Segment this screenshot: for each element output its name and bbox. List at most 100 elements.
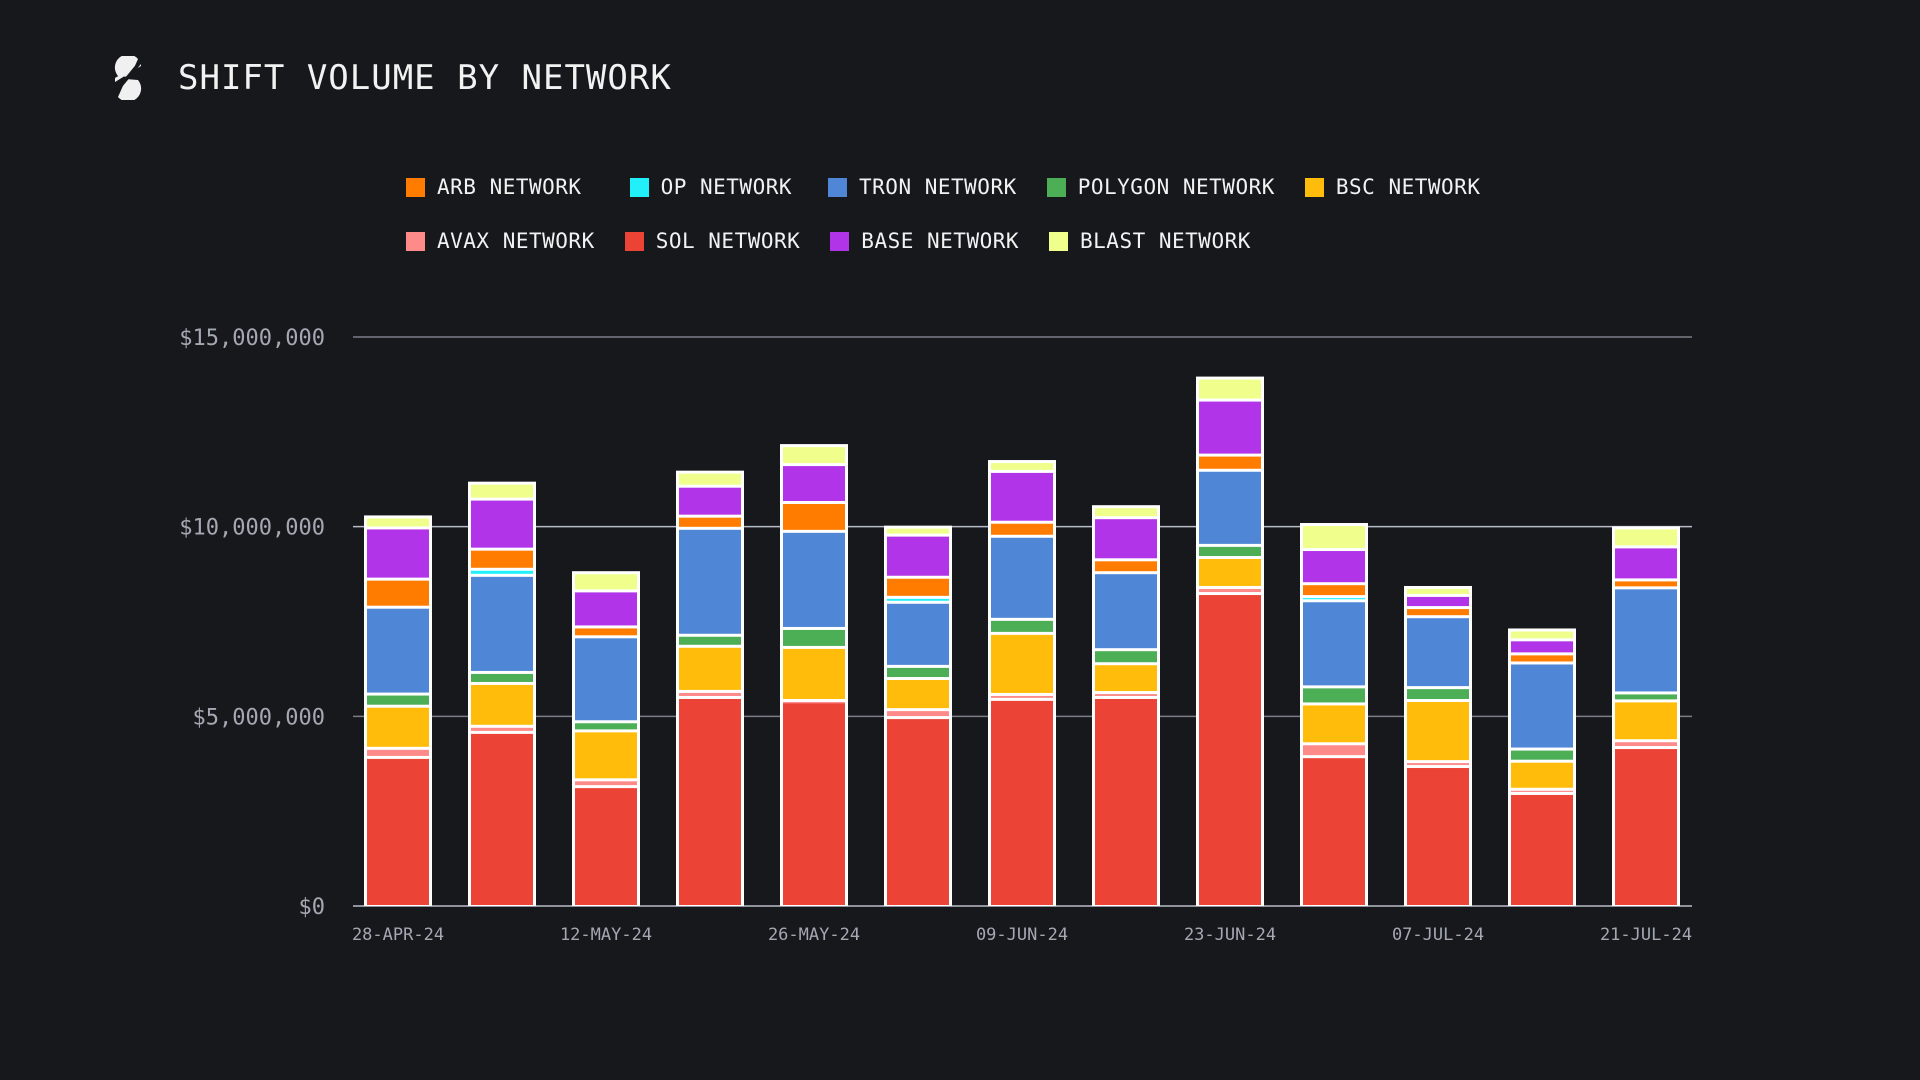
- bar-segment-base[interactable]: [471, 500, 533, 548]
- bar-segment-base[interactable]: [887, 536, 949, 576]
- bar-segment-blast[interactable]: [1303, 526, 1365, 549]
- bar-segment-polygon[interactable]: [1407, 689, 1469, 700]
- bar-segment-bsc[interactable]: [1199, 559, 1261, 586]
- bar-segment-polygon[interactable]: [783, 629, 845, 646]
- bar-segment-polygon[interactable]: [1095, 651, 1157, 663]
- bar-segment-tron[interactable]: [1199, 471, 1261, 544]
- bar-segment-blast[interactable]: [1615, 529, 1677, 546]
- bar-segment-sol[interactable]: [1407, 768, 1469, 905]
- legend-item-tron[interactable]: TRON NETWORK: [828, 175, 1017, 199]
- bar-segment-blast[interactable]: [1199, 379, 1261, 399]
- bar-segment-arb[interactable]: [1407, 609, 1469, 616]
- bar-segment-avax[interactable]: [887, 711, 949, 717]
- bar-segment-sol[interactable]: [1095, 698, 1157, 905]
- bar-segment-tron[interactable]: [367, 608, 429, 693]
- bar-segment-bsc[interactable]: [991, 634, 1053, 693]
- bar-segment-base[interactable]: [367, 529, 429, 578]
- bar-segment-avax[interactable]: [1615, 742, 1677, 747]
- bar-segment-sol[interactable]: [679, 698, 741, 905]
- bar-segment-arb[interactable]: [1095, 561, 1157, 572]
- bar-segment-polygon[interactable]: [575, 723, 637, 730]
- bar-segment-sol[interactable]: [991, 700, 1053, 905]
- bar-segment-base[interactable]: [1095, 519, 1157, 559]
- bar-segment-base[interactable]: [1199, 401, 1261, 454]
- bar-segment-arb[interactable]: [1511, 655, 1573, 662]
- bar-segment-avax[interactable]: [1199, 588, 1261, 593]
- legend-item-blast[interactable]: BLAST NETWORK: [1049, 229, 1251, 253]
- bar-segment-blast[interactable]: [471, 484, 533, 498]
- bar-segment-op[interactable]: [471, 570, 533, 574]
- bar-segment-sol[interactable]: [471, 733, 533, 905]
- bar-segment-arb[interactable]: [575, 628, 637, 636]
- bar-segment-blast[interactable]: [1407, 588, 1469, 594]
- bar-segment-polygon[interactable]: [471, 673, 533, 682]
- bar-segment-arb[interactable]: [991, 523, 1053, 535]
- bar-segment-tron[interactable]: [887, 603, 949, 665]
- bar-segment-sol[interactable]: [887, 719, 949, 905]
- bar-segment-base[interactable]: [1511, 641, 1573, 653]
- bar-segment-bsc[interactable]: [679, 647, 741, 690]
- bar-segment-arb[interactable]: [887, 578, 949, 596]
- bar-segment-base[interactable]: [575, 592, 637, 626]
- bar-segment-base[interactable]: [991, 472, 1053, 521]
- bar-segment-bsc[interactable]: [1303, 705, 1365, 743]
- bar-segment-sol[interactable]: [367, 758, 429, 905]
- bar-segment-polygon[interactable]: [679, 636, 741, 645]
- bar-segment-op[interactable]: [1303, 598, 1365, 600]
- bar-segment-tron[interactable]: [679, 529, 741, 634]
- bar-segment-tron[interactable]: [783, 532, 845, 627]
- bar-segment-avax[interactable]: [575, 781, 637, 786]
- bar-segment-blast[interactable]: [1095, 508, 1157, 517]
- legend-item-op[interactable]: OP NETWORK: [629, 175, 792, 199]
- bar-segment-tron[interactable]: [1095, 574, 1157, 649]
- bar-segment-avax[interactable]: [783, 702, 845, 704]
- bar-segment-bsc[interactable]: [1407, 702, 1469, 761]
- bar-segment-bsc[interactable]: [887, 680, 949, 709]
- bar-segment-avax[interactable]: [1407, 763, 1469, 766]
- bar-segment-arb[interactable]: [1303, 585, 1365, 596]
- bar-segment-tron[interactable]: [471, 576, 533, 671]
- bar-segment-bsc[interactable]: [471, 684, 533, 725]
- bar-segment-blast[interactable]: [1511, 631, 1573, 639]
- bar-segment-sol[interactable]: [1199, 595, 1261, 905]
- bar-segment-polygon[interactable]: [1511, 750, 1573, 760]
- bar-segment-blast[interactable]: [367, 518, 429, 527]
- bar-segment-arb[interactable]: [783, 504, 845, 530]
- bar-segment-avax[interactable]: [1303, 745, 1365, 756]
- bar-segment-arb[interactable]: [367, 580, 429, 606]
- bar-segment-blast[interactable]: [783, 447, 845, 464]
- bar-segment-blast[interactable]: [575, 574, 637, 590]
- bar-segment-blast[interactable]: [991, 463, 1053, 470]
- bar-segment-arb[interactable]: [1199, 456, 1261, 469]
- bar-segment-avax[interactable]: [679, 692, 741, 696]
- bar-segment-avax[interactable]: [991, 695, 1053, 698]
- bar-segment-arb[interactable]: [1615, 581, 1677, 587]
- bar-segment-sol[interactable]: [1511, 794, 1573, 905]
- bar-segment-polygon[interactable]: [367, 695, 429, 705]
- legend-item-arb[interactable]: ARB NETWORK: [406, 175, 582, 199]
- bar-segment-base[interactable]: [1407, 596, 1469, 607]
- bar-segment-polygon[interactable]: [887, 667, 949, 678]
- bar-segment-bsc[interactable]: [1511, 762, 1573, 788]
- legend-item-avax[interactable]: AVAX NETWORK: [406, 229, 595, 253]
- bar-segment-tron[interactable]: [575, 638, 637, 721]
- bar-segment-base[interactable]: [783, 466, 845, 502]
- bar-segment-tron[interactable]: [1615, 589, 1677, 692]
- legend-item-polygon[interactable]: POLYGON NETWORK: [1046, 175, 1275, 199]
- bar-segment-polygon[interactable]: [991, 620, 1053, 632]
- bar-segment-avax[interactable]: [1511, 790, 1573, 792]
- bar-segment-sol[interactable]: [1303, 758, 1365, 905]
- bar-segment-sol[interactable]: [1615, 749, 1677, 905]
- bar-segment-polygon[interactable]: [1615, 694, 1677, 700]
- bar-segment-bsc[interactable]: [575, 732, 637, 779]
- bar-segment-blast[interactable]: [679, 473, 741, 485]
- bar-segment-base[interactable]: [679, 487, 741, 515]
- bar-segment-tron[interactable]: [1511, 664, 1573, 748]
- bar-segment-avax[interactable]: [1095, 694, 1157, 696]
- bar-segment-polygon[interactable]: [1303, 688, 1365, 703]
- bar-segment-polygon[interactable]: [1199, 546, 1261, 557]
- bar-segment-base[interactable]: [1303, 551, 1365, 583]
- bar-segment-sol[interactable]: [783, 703, 845, 905]
- bar-segment-avax[interactable]: [471, 727, 533, 731]
- bar-segment-tron[interactable]: [1303, 602, 1365, 686]
